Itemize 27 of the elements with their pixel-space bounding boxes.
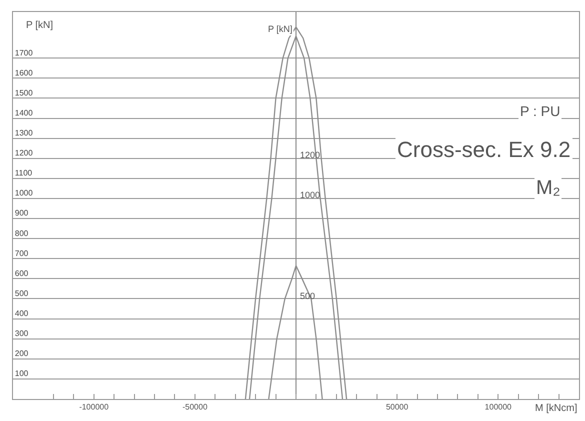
annotation: M₂ [536,177,560,199]
y-tick-label: 1100 [14,168,33,178]
y-axis-title: P [kN] [26,20,54,31]
annotation: P [kN] [268,24,292,34]
x-tick-label: 50000 [386,402,409,412]
y-tick-label: 1300 [14,128,34,138]
y-tick-label: 500 [14,288,29,298]
y-tick-label: 1600 [14,68,34,78]
y-tick-label: 700 [14,248,29,258]
annotation: P : PU [520,103,560,119]
y-tick-label: 100 [14,369,29,378]
annotation: Cross-sec. Ex 9.2 [397,137,571,162]
y-tick-label: 300 [14,329,29,338]
x-tick-label: 100000 [484,402,512,412]
y-tick-label: 1200 [14,148,34,158]
x-tick-label: -100000 [79,402,110,412]
y-tick-label: 600 [14,268,29,278]
y-tick-label: 1400 [14,108,34,118]
y-tick-label: 200 [14,349,29,358]
y-tick-label: 1700 [14,48,34,58]
y-tick-label: 800 [14,228,29,238]
x-tick-label: -50000 [182,402,208,412]
y-tick-label: 900 [14,208,29,218]
y-tick-label: 1000 [14,188,34,198]
x-axis-title: M [kNcm] [535,403,578,414]
y-tick-label: 400 [14,308,29,318]
y-tick-label: 1500 [14,88,34,98]
